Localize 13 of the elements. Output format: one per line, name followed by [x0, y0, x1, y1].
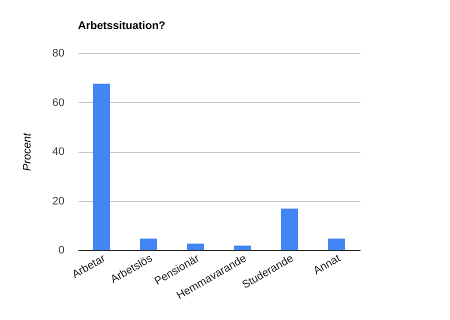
y-tick-label: 80 — [52, 48, 64, 60]
y-tick-label: 20 — [52, 195, 64, 208]
bar — [281, 208, 298, 250]
y-tick-label: 40 — [52, 146, 64, 158]
bar — [140, 238, 157, 250]
bar — [187, 244, 204, 250]
y-tick-label: 60 — [52, 96, 64, 109]
bar — [234, 246, 251, 250]
chart-title: Arbetssituation? — [78, 20, 166, 32]
bar — [328, 238, 345, 250]
y-axis-title: Procent — [21, 132, 34, 171]
y-tick-label: 0 — [58, 244, 64, 256]
bar — [93, 84, 110, 250]
